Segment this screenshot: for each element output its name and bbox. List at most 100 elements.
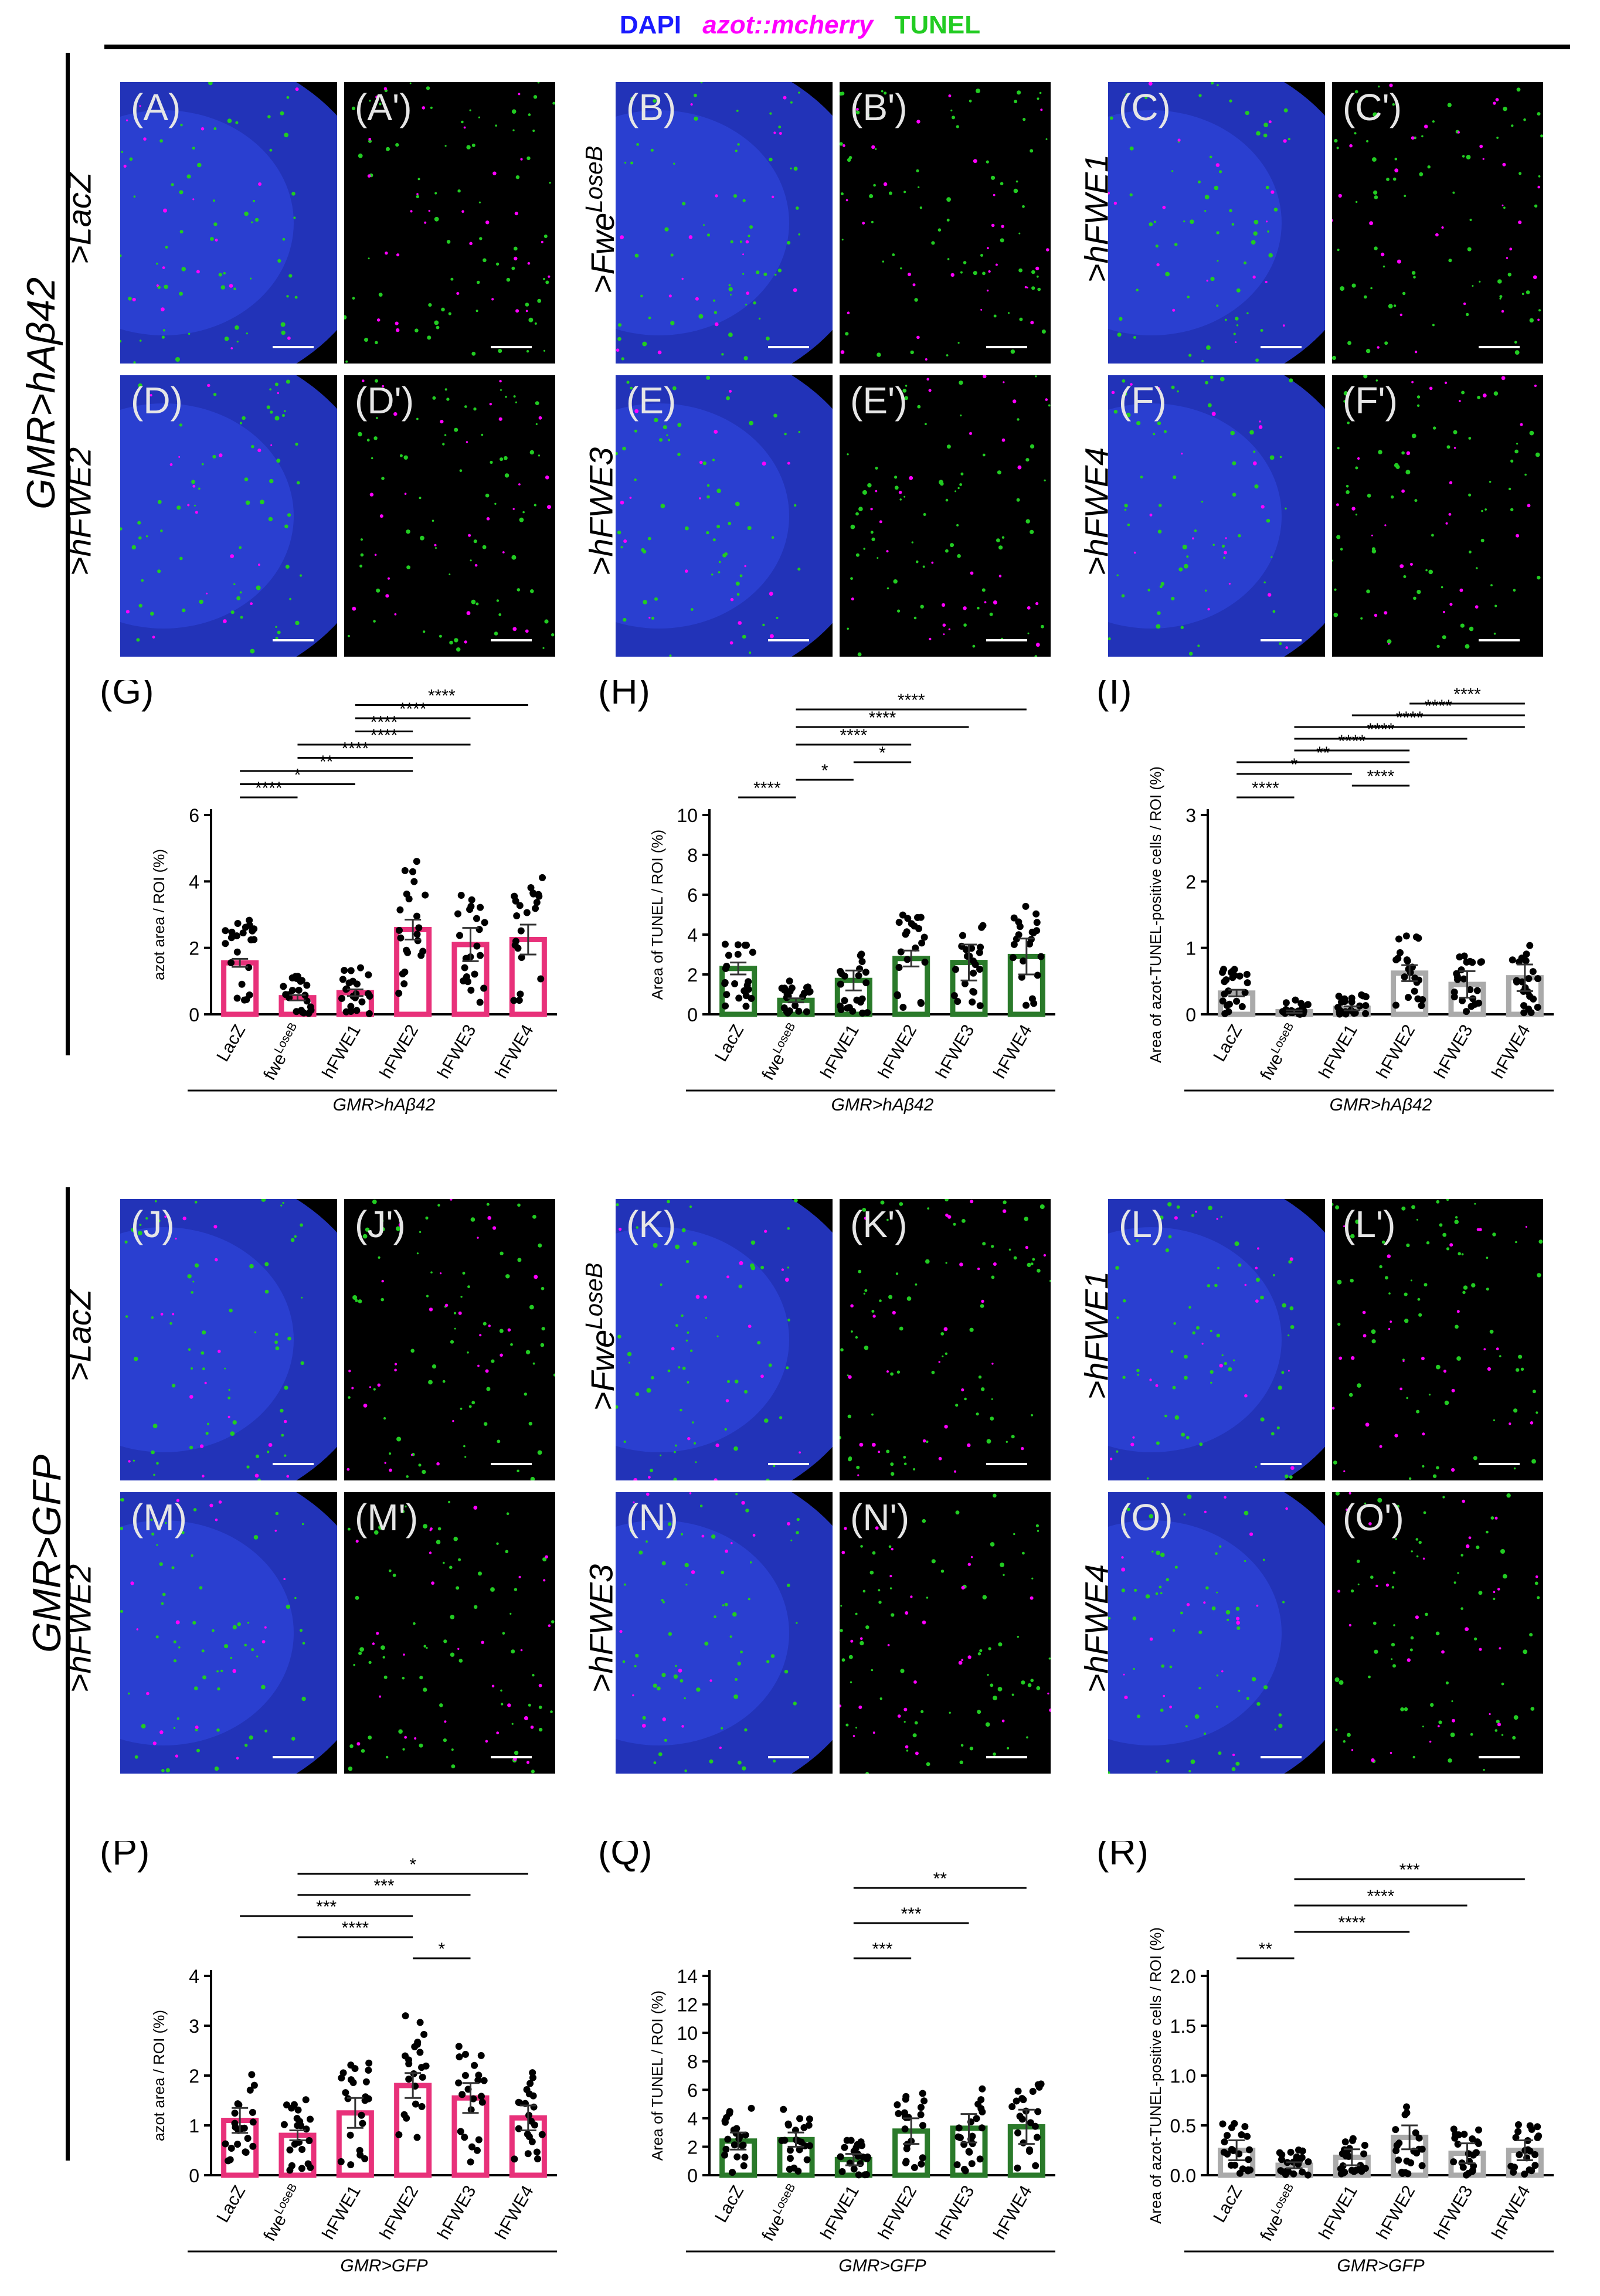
- significance-label: ****: [341, 739, 369, 759]
- data-point: [222, 940, 229, 947]
- data-point: [1022, 1001, 1030, 1009]
- chart-P: (P) 0 1 2 3 4 azot area / ROI (%) LacZ fweLoseB h…: [88, 1830, 575, 2275]
- scale-bar: [273, 1756, 314, 1758]
- image-panel-split: (K'): [840, 1199, 1051, 1480]
- fluorescence-image: [344, 82, 555, 363]
- significance-label: ****: [1338, 1913, 1365, 1932]
- data-point: [1513, 977, 1520, 984]
- data-point: [1395, 935, 1403, 943]
- fluorescence-image: [616, 1199, 833, 1480]
- scale-bar: [768, 639, 809, 641]
- data-point: [978, 2124, 986, 2132]
- data-point: [795, 1007, 803, 1015]
- data-point: [234, 2100, 242, 2108]
- data-point: [515, 997, 523, 1004]
- data-point: [1238, 1003, 1246, 1010]
- data-point: [458, 2091, 466, 2098]
- data-point: [413, 912, 421, 920]
- data-point: [1360, 2150, 1368, 2158]
- y-tick-label: 1: [1185, 938, 1196, 959]
- data-point: [1469, 2135, 1476, 2142]
- data-point: [537, 975, 545, 983]
- scale-bar: [491, 639, 532, 641]
- genotype-label: >hFWE2: [60, 447, 98, 576]
- panel-label: (A): [131, 86, 181, 128]
- data-point: [838, 970, 845, 977]
- data-point: [303, 997, 311, 1005]
- panel-label: (A'): [355, 86, 412, 128]
- scale-bar: [986, 346, 1027, 348]
- data-point: [1020, 957, 1027, 965]
- data-point: [365, 2095, 372, 2103]
- y-tick-label: 0: [1185, 1004, 1196, 1025]
- data-point: [722, 1002, 729, 1010]
- data-point: [1223, 1001, 1231, 1009]
- data-point: [1403, 956, 1411, 964]
- data-point: [742, 1003, 750, 1010]
- data-point: [1246, 2166, 1254, 2174]
- significance-label: ***: [316, 1897, 337, 1917]
- chart-panel-label: (H): [598, 680, 650, 712]
- data-point: [461, 2050, 469, 2058]
- scale-bar: [986, 639, 1027, 641]
- data-point: [454, 910, 462, 918]
- data-point: [740, 987, 748, 994]
- fluorescence-image: [847, 375, 1051, 657]
- data-point: [1470, 2151, 1477, 2159]
- data-point: [365, 971, 372, 979]
- data-point: [903, 2145, 911, 2152]
- data-point: [365, 990, 372, 997]
- data-point: [419, 2073, 426, 2081]
- data-point: [297, 2122, 305, 2129]
- panel-label: (D): [131, 379, 183, 422]
- significance-label: *: [294, 766, 301, 785]
- data-point: [837, 1006, 845, 1014]
- significance-label: ****: [840, 726, 867, 745]
- data-point: [234, 2141, 242, 2148]
- data-point: [1245, 2146, 1253, 2154]
- x-tick-label: hFWE3: [932, 1021, 979, 1082]
- data-point: [1279, 1008, 1286, 1015]
- genotype-label: >hFWE1: [1078, 154, 1115, 283]
- data-point: [1411, 987, 1418, 995]
- data-point: [233, 932, 240, 940]
- data-point: [515, 2098, 522, 2106]
- data-point: [402, 2012, 409, 2020]
- data-point: [1018, 973, 1025, 981]
- scale-bar: [491, 1756, 532, 1758]
- data-point: [1348, 994, 1356, 1002]
- chart-I: (I) 0 1 2 3 Area of azot-TUNEL-positive cells…: [1085, 670, 1571, 1115]
- data-point: [225, 2157, 232, 2165]
- data-point: [231, 2110, 239, 2117]
- x-tick-label: hFWE2: [376, 2182, 423, 2243]
- image-panel-merge: (L): [1108, 1199, 1325, 1480]
- data-point: [533, 2148, 541, 2156]
- data-point: [733, 2153, 741, 2161]
- data-point: [1525, 975, 1533, 983]
- data-point: [1299, 1003, 1306, 1011]
- superscript: LoseB: [272, 1021, 300, 1056]
- data-point: [1276, 2149, 1283, 2156]
- y-tick-label: 2.0: [1170, 1966, 1196, 1987]
- group-bar-top: [66, 53, 70, 1055]
- data-point: [338, 2074, 345, 2082]
- scale-bar: [768, 1756, 809, 1758]
- data-point: [416, 2019, 424, 2026]
- data-point: [244, 2135, 252, 2142]
- chart-panel-label: (G): [100, 680, 154, 712]
- data-point: [1010, 940, 1018, 948]
- data-point: [731, 980, 739, 987]
- data-point: [347, 1007, 355, 1015]
- data-point: [1027, 2119, 1034, 2127]
- data-point: [347, 1003, 355, 1010]
- data-point: [478, 2098, 486, 2106]
- data-point: [917, 2104, 925, 2111]
- data-point: [977, 943, 984, 951]
- y-axis-label: Area of azot-TUNEL-positive cells / ROI …: [1147, 766, 1164, 1063]
- data-point: [480, 2077, 488, 2084]
- group-label: GMR>GFP: [1337, 2256, 1424, 2275]
- data-point: [1032, 2162, 1040, 2169]
- significance-label: ***: [373, 1876, 394, 1896]
- data-point: [526, 2080, 534, 2087]
- data-point: [395, 2131, 403, 2138]
